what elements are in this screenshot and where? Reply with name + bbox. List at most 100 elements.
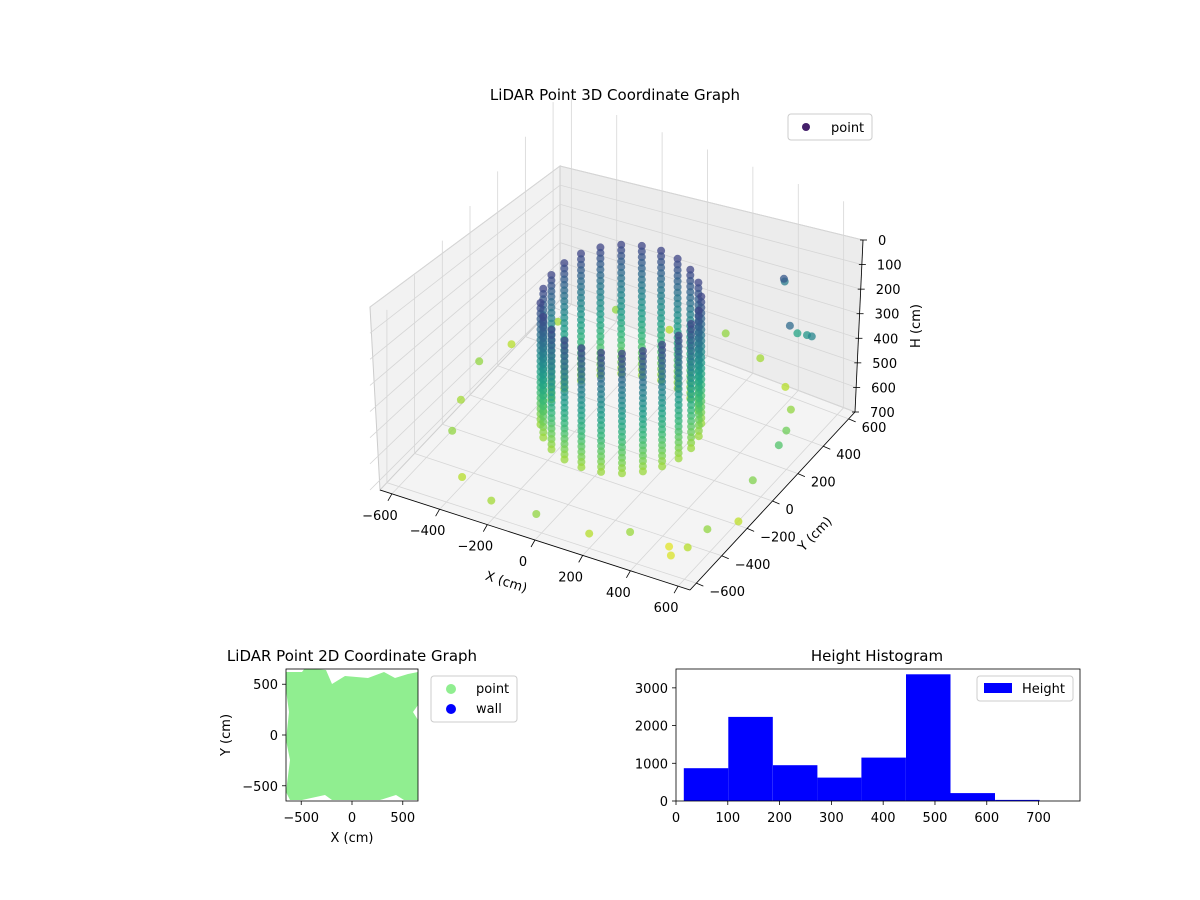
x-tick-label-histogram: 600 [974,811,999,826]
x-tick-mark [530,539,536,548]
histogram-bar [772,765,818,801]
histogram-bar [950,793,995,801]
data-point-3d [560,455,569,464]
grid-line-y [524,136,824,447]
data-point-3d [657,246,666,255]
legend-histogram: Height [976,675,1074,702]
data-point-3d [686,288,695,297]
data-point-3d [785,321,794,330]
data-point-3d [686,265,695,274]
data-point-3d [560,297,569,306]
data-point-3d [694,421,703,430]
legend-2d-label-point: point [476,682,509,697]
legend-2d-marker-point [446,684,456,694]
data-point-3d [596,304,605,313]
y-tick-label-histogram: 3000 [635,682,668,697]
data-point-3d [617,257,626,266]
data-point-3d [617,274,626,283]
data-point-3d [686,271,695,280]
data-point-3d [673,299,682,308]
data-point-3d [673,322,682,331]
legend-3d: point [787,113,873,141]
data-point-3d [577,299,585,308]
data-point-3d [532,510,541,518]
legend-3d-marker [802,123,810,131]
z-tick-label-3d: 0 [878,234,886,249]
x-tick-mark [482,524,488,532]
y-tick-label-2d: 0 [270,729,278,744]
y-axis-label-2d: Y (cm) [219,714,234,757]
data-point-3d [577,463,586,472]
histogram-bar [861,757,906,801]
y-tick-label-3d: 200 [811,476,836,491]
data-point-3d [786,405,795,414]
data-point-3d [596,332,605,341]
data-point-3d [694,323,703,331]
data-point-3d [703,525,712,534]
legend-histogram-swatch [984,683,1012,693]
data-point-3d [774,441,783,450]
x-tick-label-histogram: 200 [767,811,792,826]
data-point-3d [686,293,695,302]
x-tick-label-histogram: 100 [715,811,740,826]
ticks-histogram: 0 100 200 300 400 500 600 700 0 1000 2000 3000 [635,682,1051,826]
data-point-3d [637,270,646,278]
data-point-3d [658,462,667,471]
data-point-3d [577,332,585,341]
data-point-3d [577,315,585,324]
data-point-3d [560,264,569,273]
grid-line-z [369,165,864,308]
data-point-3d [448,426,457,435]
data-point-3d [673,283,682,291]
data-point-3d [596,271,605,280]
data-point-3d [694,383,703,392]
data-point-3d [617,246,626,255]
data-point-3d [637,292,646,301]
grid-line-z [369,280,857,465]
x-axis-label-2d: X (cm) [331,831,374,846]
data-point-3d [596,265,605,274]
data-point-3d [617,268,626,277]
data-point-3d [637,320,646,329]
data-point-3d [673,260,682,269]
data-point-3d [637,281,646,290]
data-point-3d [657,280,666,289]
chart-3d-title: LiDAR Point 3D Coordinate Graph [490,86,740,104]
data-point-3d [637,247,646,256]
data-point-3d [577,277,585,286]
data-point-3d [597,467,606,476]
data-point-3d [694,432,703,441]
ticks-3d: −600−400−2000200400600−600−400−200020040… [362,234,902,616]
data-point-3d [560,270,569,278]
data-point-3d [637,315,646,323]
data-point-3d [596,321,605,330]
data-point-3d [585,529,594,538]
data-point-3d [673,316,682,325]
legend-histogram-frame [976,675,1074,702]
data-point-3d [779,274,788,283]
data-point-3d [560,291,569,300]
data-point-3d [734,517,743,526]
y-tick-label-3d: −200 [760,530,796,545]
data-point-3d [673,288,682,297]
data-point-3d [560,280,569,289]
x-tick-label-histogram: 700 [1026,811,1051,826]
data-point-3d [694,355,703,364]
data-point-3d [673,294,682,303]
x-tick-mark [387,493,393,502]
y-tick-label-histogram: 1000 [635,757,668,772]
data-point-3d [577,271,585,280]
data-point-3d [721,329,730,338]
data-point-3d [657,325,666,334]
data-point-3d [596,293,605,302]
y-tick-mark [848,418,856,423]
legend-3d-label: point [831,121,864,136]
y-tick-mark [797,473,806,477]
x-tick-label-histogram: 0 [672,811,680,826]
data-point-3d [596,248,605,257]
data-point-3d [577,282,585,291]
data-point-3d [637,326,646,335]
data-point-3d [657,303,666,311]
chart-2d-title: LiDAR Point 2D Coordinate Graph [227,647,477,665]
data-point-3d [665,325,674,334]
